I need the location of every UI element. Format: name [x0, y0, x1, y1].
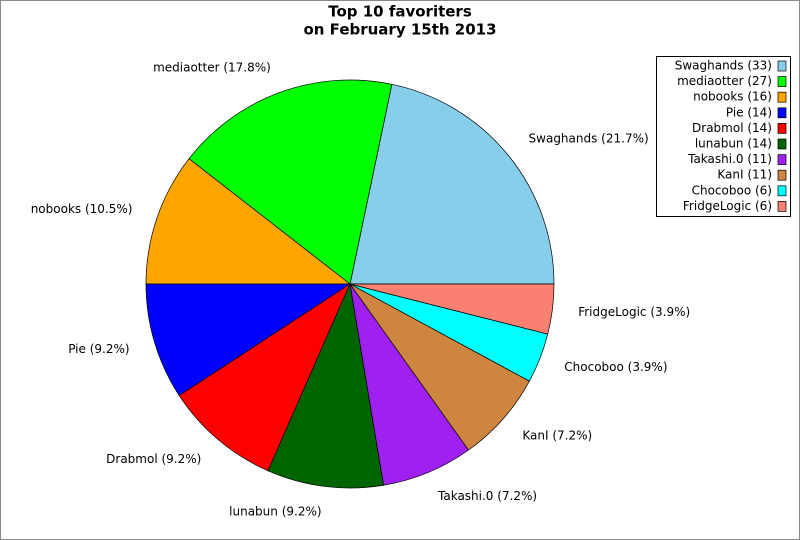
legend-swatch: [777, 169, 787, 181]
pie-slice: [178, 283, 351, 472]
legend-swatch: [777, 138, 787, 150]
legend-label: KanI (11): [717, 168, 772, 182]
slice-label: KanI (7.2%): [522, 429, 592, 443]
pie-slice: [188, 79, 393, 285]
legend-swatch: [777, 154, 787, 165]
legend-label: Takashi.0 (11): [687, 152, 772, 166]
slice-label: Swaghands (21.7%): [529, 132, 649, 146]
legend-swatch: [777, 76, 787, 87]
slice-label: Drabmol (9.2%): [106, 452, 201, 466]
legend-swatch: [777, 91, 787, 103]
legend-label: mediaotter (27): [677, 74, 772, 88]
pie-slice: [267, 282, 384, 489]
chart-title: on February 15th 2013: [303, 21, 496, 39]
legend-swatch: [777, 201, 787, 212]
legend-label: Chocoboo (6): [692, 183, 772, 197]
pie-slice: [349, 83, 555, 285]
slice-label: mediaotter (17.8%): [153, 61, 271, 75]
slice-label: FridgeLogic (3.9%): [578, 305, 690, 319]
chart-title: Top 10 favoriters: [328, 3, 472, 21]
slice-label: nobooks (10.5%): [31, 202, 133, 216]
pie-slice: [349, 283, 555, 335]
slice-label: Chocoboo (3.9%): [564, 360, 667, 374]
pie-slice: [145, 283, 352, 397]
slice-label: Takashi.0 (7.2%): [437, 489, 537, 503]
legend-box: [656, 56, 791, 217]
legend-label: Drabmol (14): [692, 121, 772, 135]
legend-label: lunabun (14): [695, 137, 772, 151]
legend-swatch: [777, 107, 787, 119]
legend-swatch: [777, 185, 787, 197]
slice-label: Pie (9.2%): [68, 342, 129, 356]
legend-label: Pie (14): [726, 105, 772, 119]
pie-slice: [145, 158, 352, 285]
legend-label: Swaghands (33): [675, 59, 772, 73]
legend-label: FridgeLogic (6): [683, 199, 772, 213]
legend-swatch: [777, 123, 787, 134]
legend-label: nobooks (16): [693, 90, 772, 104]
legend-swatch: [777, 60, 787, 72]
slice-label: lunabun (9.2%): [229, 505, 321, 519]
